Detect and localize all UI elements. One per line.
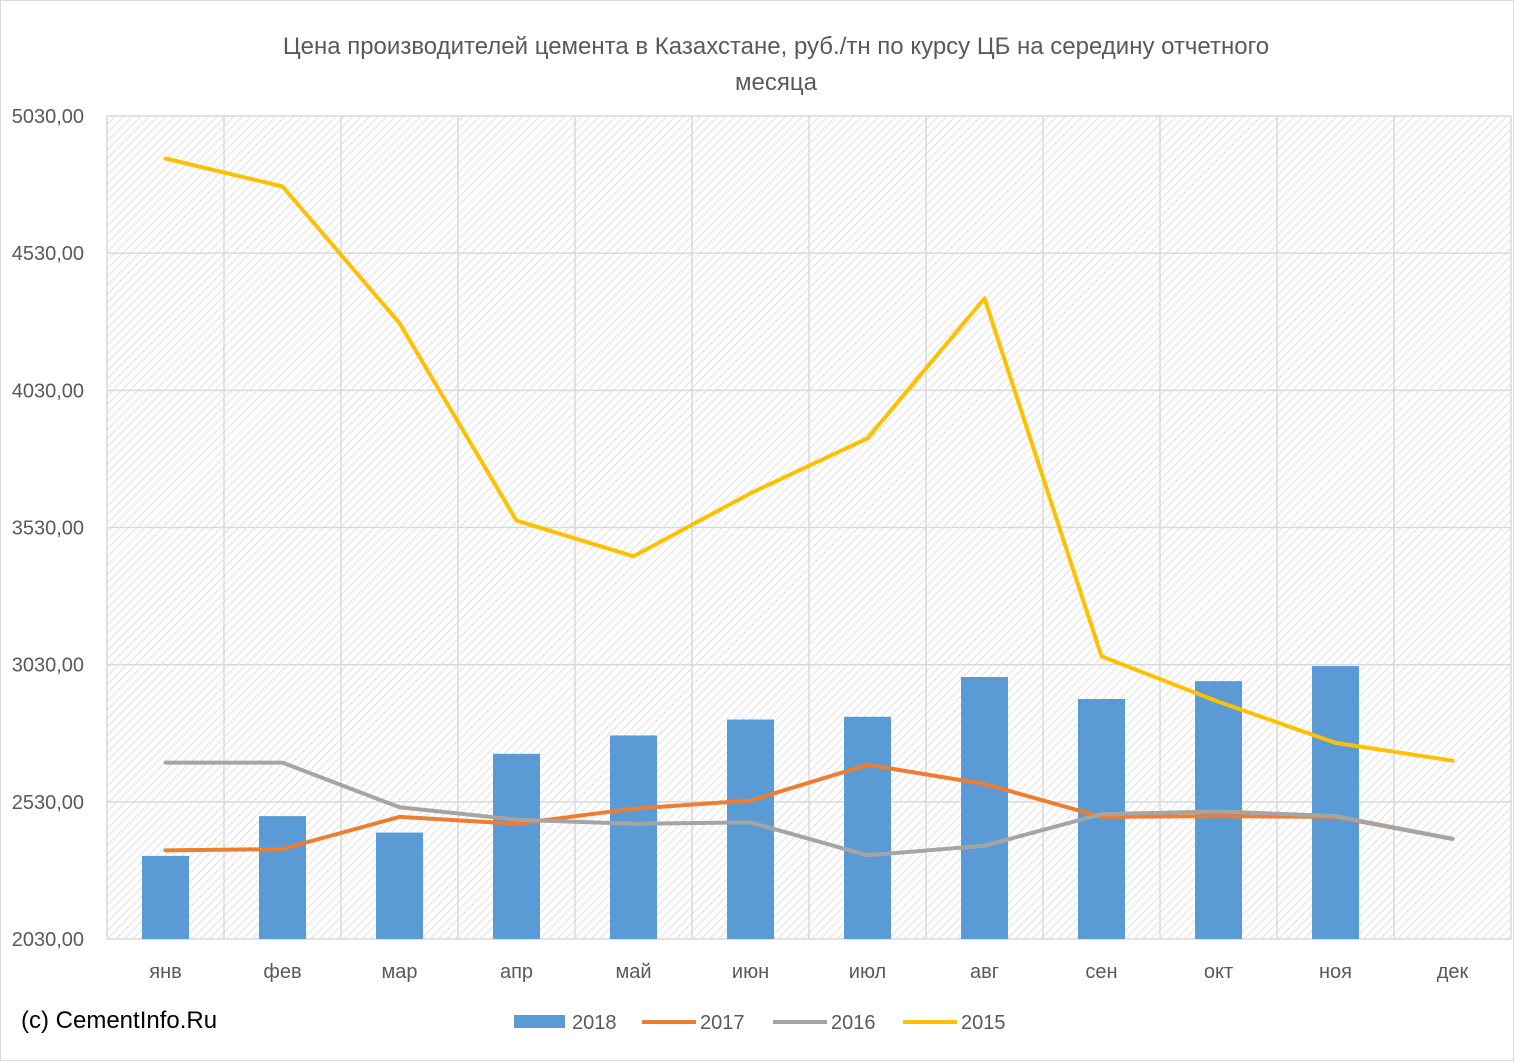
y-tick-label: 4530,00 bbox=[12, 243, 84, 265]
x-tick-label: апр bbox=[500, 961, 533, 983]
line-series-2016 bbox=[163, 760, 1455, 858]
x-tick-label: май bbox=[615, 961, 651, 983]
bar-2018 bbox=[376, 832, 423, 939]
line-series-2015 bbox=[163, 156, 1455, 763]
chart-title-line-2: месяца bbox=[735, 69, 817, 96]
x-tick-label: июл bbox=[849, 961, 886, 983]
chart-title-line-1: Цена производителей цемента в Казахстане… bbox=[282, 33, 1270, 60]
bar-2018 bbox=[727, 719, 774, 939]
bar-2018 bbox=[1312, 666, 1359, 939]
bar-2018 bbox=[493, 753, 540, 939]
legend-label-2018: 2018 bbox=[572, 1012, 617, 1034]
x-tick-label: авг bbox=[970, 961, 999, 983]
y-tick-label: 4030,00 bbox=[12, 380, 84, 402]
bar-2018 bbox=[142, 855, 189, 939]
line-series-2017 bbox=[163, 762, 1455, 853]
x-tick-label: сен bbox=[1085, 961, 1117, 983]
bar-series bbox=[142, 666, 1359, 939]
y-axis-ticks: 2030,00 2530,00 3030,00 3530,00 4030,00 4530,… bbox=[12, 106, 84, 951]
x-tick-label: окт bbox=[1204, 961, 1233, 983]
legend-swatch-2018 bbox=[514, 1015, 565, 1028]
bar-2018 bbox=[259, 816, 306, 939]
y-tick-label: 5030,00 bbox=[12, 106, 84, 128]
y-tick-label: 2530,00 bbox=[12, 792, 84, 814]
legend-label-2016: 2016 bbox=[831, 1012, 876, 1034]
x-tick-label: дек bbox=[1437, 961, 1469, 983]
x-tick-label: июн bbox=[732, 961, 769, 983]
x-tick-label: ноя bbox=[1319, 961, 1352, 983]
bar-2018 bbox=[844, 716, 891, 939]
chart-title: Цена производителей цемента в Казахстане… bbox=[201, 29, 1351, 101]
x-tick-label: фев bbox=[263, 961, 301, 983]
y-tick-label: 3530,00 bbox=[12, 518, 84, 540]
x-tick-label: янв bbox=[149, 961, 182, 983]
legend-label-2015: 2015 bbox=[961, 1012, 1006, 1034]
y-tick-label: 3030,00 bbox=[12, 655, 84, 677]
line-series bbox=[163, 156, 1455, 858]
x-tick-label: мар bbox=[382, 961, 418, 983]
bar-2018 bbox=[961, 677, 1008, 939]
y-tick-label: 2030,00 bbox=[12, 929, 84, 951]
x-axis-ticks: янв фев мар апр май июн июл авг сен окт ноя дек bbox=[149, 961, 1468, 983]
bar-2018 bbox=[610, 735, 657, 939]
watermark: (c) CementInfo.Ru bbox=[21, 1007, 218, 1034]
gridlines bbox=[106, 115, 1512, 940]
legend: 2018 2017 2016 2015 bbox=[514, 1012, 1006, 1034]
legend-label-2017: 2017 bbox=[700, 1012, 745, 1034]
